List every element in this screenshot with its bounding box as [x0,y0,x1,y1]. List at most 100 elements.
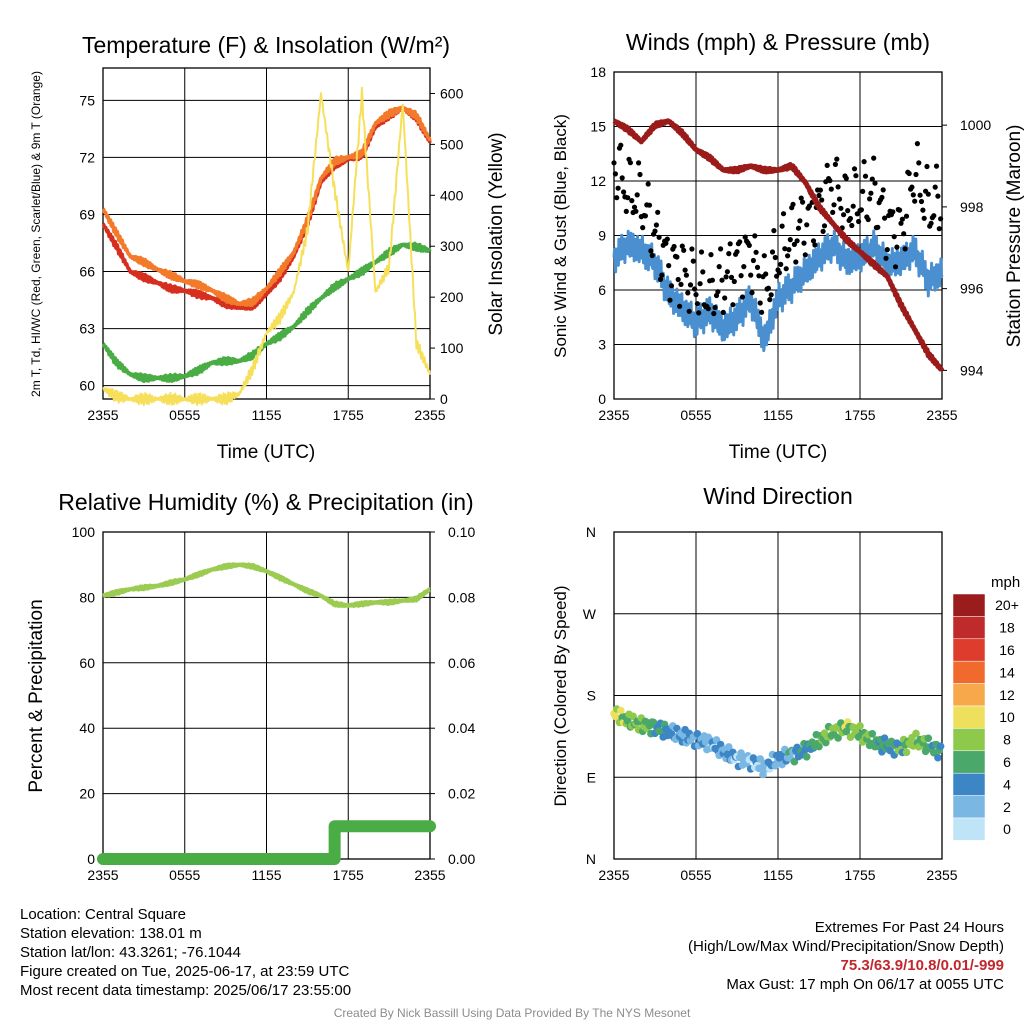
temperature-series-line [101,241,432,384]
colorbar-swatch [952,817,986,841]
wind-gust-point [612,171,619,177]
wind-gust-point [720,309,726,315]
wind-gust-point [771,228,777,234]
station-elevation: Station elevation: 138.01 m [20,925,202,942]
wind-gust-point [795,225,802,231]
winds-ytick-right-label: 994 [960,362,984,378]
wind-direction-ytick-label: S [587,688,596,704]
wind-gust-point [642,213,649,219]
wind-gust-point [797,218,803,224]
wind-gust-point [682,267,688,273]
wind-gust-point [742,234,748,240]
wind-gust-point [689,246,695,252]
humidity-ytick-right-label: 0.04 [448,720,475,736]
wind-gust-point [841,212,847,218]
temperature-ytick-right-label: 400 [440,187,464,203]
winds-ytick-right-label: 1000 [960,117,991,133]
wind-gust-point [646,202,653,208]
temperature-ytick-right-label: 200 [440,289,464,305]
colorbar-label: 4 [1003,776,1011,792]
temperature-ytick-label: 63 [79,321,95,337]
wind-gust-point [875,224,881,230]
wind-gust-point [686,308,692,314]
wind-gust-point [738,273,744,279]
wind-gust-point [619,175,625,181]
wind-gust-point [882,215,888,221]
wind-direction-point [856,722,864,730]
winds-panel: Winds (mph) & Pressure (mb) Time (UTC) S… [551,29,1024,463]
wind-gust-point [636,160,642,166]
temperature-series-line [102,86,431,406]
wind-gust-point [659,272,665,278]
wind-gust-point [615,185,621,191]
wind-gust-point [892,264,899,270]
colorbar-label: 10 [999,709,1015,725]
wind-direction-point [693,730,702,738]
wind-direction-point [815,742,823,751]
wind-gust-point [843,175,849,181]
wind-gust-point [681,247,687,253]
wind-gust-point [671,243,677,250]
wind-gust-point [801,240,807,246]
wind-direction-point [934,753,942,762]
winds-xlabel: Time (UTC) [729,442,828,463]
winds-ylabel-right: Station Pressure (Maroon) [1004,125,1024,348]
wind-direction-xtick-label: 1755 [844,867,875,883]
temperature-ytick-label: 60 [79,378,95,394]
wind-gust-point [655,209,661,215]
colorbar-swatch [952,772,986,796]
wind-gust-point [850,203,856,209]
wind-direction-point [880,734,889,742]
wind-gust-point [765,285,772,291]
wind-direction-ytick-label: N [586,524,596,540]
winds-ytick-right-label: 996 [960,281,984,297]
wind-gust-point [884,247,890,253]
winds-title: Winds (mph) & Pressure (mb) [626,29,930,55]
wind-gust-point [692,286,698,292]
wind-speed-line [612,229,944,353]
wind-gust-point [618,142,624,148]
wind-gust-point [827,178,833,184]
wind-gust-point [831,202,837,208]
wind-gust-point [667,297,673,303]
wind-gust-point [879,194,885,200]
wind-gust-point [856,218,862,225]
humidity-xtick-label: 2355 [414,867,445,883]
wind-gust-point [614,195,620,201]
humidity-xtick-label: 0555 [169,867,200,883]
wind-gust-point [726,251,732,257]
colorbar-swatch [952,616,986,640]
wind-gust-point [851,166,858,172]
wind-gust-point [679,243,685,249]
colorbar-label: 0 [1003,821,1011,837]
wind-gust-point [845,208,851,214]
wind-direction-xtick-label: 2355 [598,867,629,883]
wind-gust-point [683,272,690,278]
wind-gust-point [705,306,711,312]
wind-gust-point [924,163,930,170]
temperature-panel: Temperature (F) & Insolation (W/m²) Time… [29,32,507,463]
wind-gust-point [696,310,702,316]
wind-gust-point [925,191,931,197]
wind-gust-point [786,247,792,253]
humidity-ytick-right-label: 0.02 [448,786,475,802]
temperature-ytick-label: 72 [79,149,95,165]
wind-gust-point [836,196,843,202]
wind-gust-point [817,187,824,193]
wind-gust-point [787,237,793,243]
wind-gust-point [664,236,670,242]
colorbar-unit: mph [991,574,1020,591]
wind-direction-point [617,706,625,715]
colorbar-label: 2 [1003,799,1011,815]
wind-gust-point [734,249,740,255]
winds-ytick-label: 3 [598,337,606,353]
wind-gust-point [791,241,798,247]
wind-gust-point [931,213,937,219]
wind-gust-point [838,205,844,211]
wind-direction-panel: Wind Direction Direction (Colored By Spe… [551,483,1020,883]
extremes-info: Extremes For Past 24 Hours (High/Low/Max… [688,918,1004,994]
winds-ylabel: Sonic Wind & Gust (Blue, Black) [551,114,570,358]
wind-gust-point [716,264,722,270]
winds-ytick-label: 0 [598,391,606,407]
colorbar-label: 8 [1003,732,1011,748]
